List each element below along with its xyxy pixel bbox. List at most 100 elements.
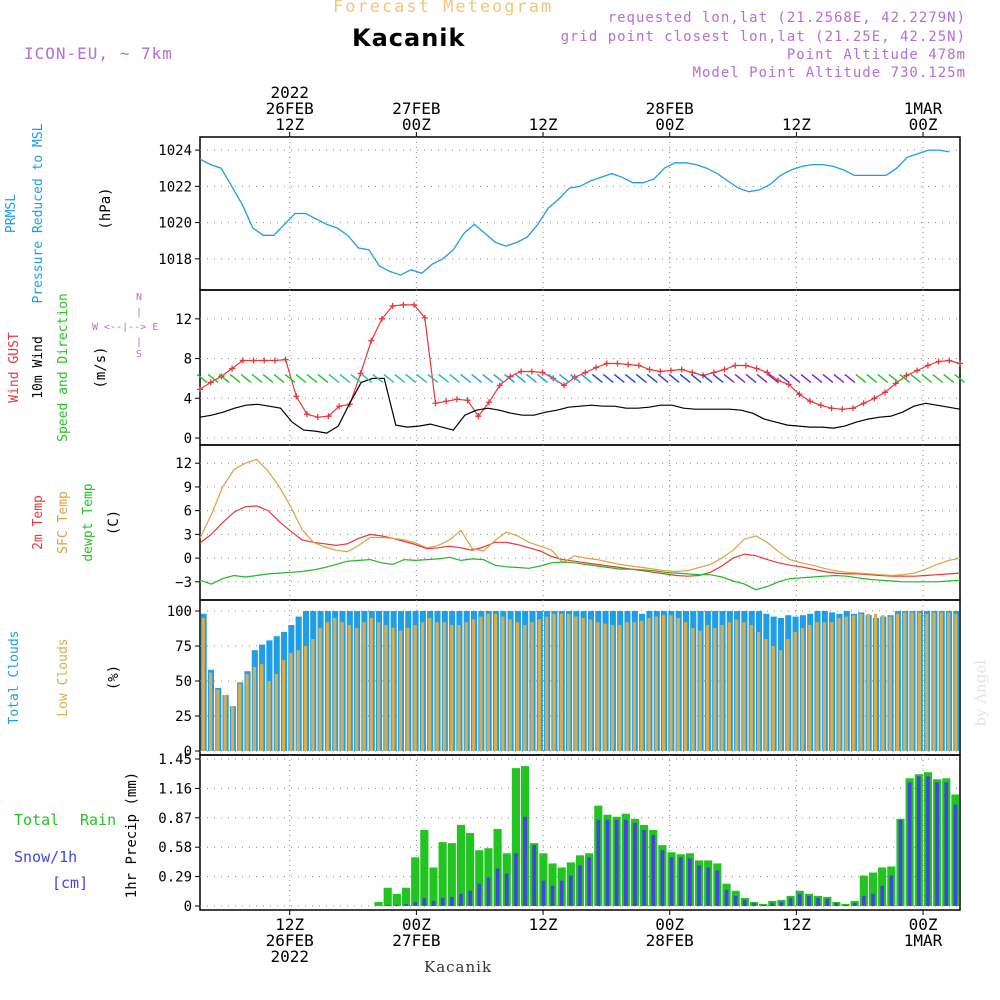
gust-marker xyxy=(239,357,246,364)
gust-marker xyxy=(421,314,428,321)
low-cloud-bar xyxy=(925,613,929,751)
gust-marker xyxy=(957,360,963,367)
gust-marker xyxy=(282,356,289,363)
wind-arrow xyxy=(954,373,966,383)
wind-arrow xyxy=(493,373,505,383)
time-label-top: 00Z xyxy=(909,115,938,134)
low-cloud-bar xyxy=(340,622,344,751)
low-cloud-bar xyxy=(559,613,563,751)
wind-arrow xyxy=(921,373,933,383)
gust-marker xyxy=(635,362,642,369)
y-tick-label: 6 xyxy=(184,504,192,520)
y-tick-label: 1018 xyxy=(158,252,192,268)
snow-bar xyxy=(495,868,500,906)
low-cloud-bar xyxy=(625,622,629,751)
wind-arrow xyxy=(262,373,274,383)
snow-bar xyxy=(395,904,399,906)
time-label-bottom: 12Z xyxy=(275,915,304,934)
rain-label-2: Rain xyxy=(80,811,116,829)
wind-arrow xyxy=(778,373,790,383)
gust-marker xyxy=(261,357,268,364)
gust-marker xyxy=(389,302,396,309)
low-cloud-bar xyxy=(903,612,907,751)
compass-line: | xyxy=(136,337,142,348)
gust-marker xyxy=(271,357,278,364)
y-tick-label: 4 xyxy=(184,391,192,407)
wind-arrow xyxy=(624,373,636,383)
y-tick-label: 12 xyxy=(175,312,192,328)
wind-arrow xyxy=(613,373,625,383)
time-label-bottom: 00Z xyxy=(909,915,938,934)
panel-frame xyxy=(199,289,961,446)
snow-bar xyxy=(825,898,830,906)
gust-marker xyxy=(368,337,375,344)
low-cloud-bar xyxy=(501,616,505,751)
gust-marker xyxy=(924,362,931,369)
gust-marker xyxy=(871,395,878,402)
panel-4: 0 0.29 0.58 0.87 1.16 1.45 xyxy=(158,752,961,915)
low-cloud-bar xyxy=(347,625,352,751)
low-cloud-bar xyxy=(267,681,271,751)
axis-label: Pressure Reduced to MSL xyxy=(31,123,46,303)
rain-bar xyxy=(438,842,447,906)
snow-bar xyxy=(871,893,875,906)
low-cloud-bar xyxy=(618,625,622,751)
low-cloud-bar xyxy=(881,615,885,751)
model-label: ICON-EU, ~ 7km xyxy=(24,44,173,63)
low-cloud-bar xyxy=(245,674,249,751)
prmsl-line xyxy=(199,149,950,276)
low-cloud-bar xyxy=(216,689,220,751)
wind-arrow xyxy=(306,373,318,383)
snow-bar xyxy=(550,885,555,906)
low-cloud-bar xyxy=(654,616,658,751)
snow-bar xyxy=(715,870,720,906)
y-tick-label: 0 xyxy=(184,744,192,760)
snow-bar xyxy=(862,895,866,906)
low-cloud-bar xyxy=(800,627,805,751)
time-label-bottom: 12Z xyxy=(529,915,558,934)
snow-bar xyxy=(523,816,527,906)
wind-arrow xyxy=(372,373,384,383)
snow-bar xyxy=(953,804,958,906)
low-cloud-bar xyxy=(859,613,863,751)
unit-label: (m/s) xyxy=(93,346,109,388)
gust-marker xyxy=(560,382,567,389)
wind-arrow xyxy=(767,373,779,383)
gust-marker xyxy=(250,357,257,364)
gust-marker xyxy=(475,413,482,420)
low-cloud-bar xyxy=(683,622,688,751)
grid-point-coordinates: grid point closest lon,lat (21.25E, 42.2… xyxy=(560,29,966,45)
low-cloud-bar xyxy=(369,618,373,751)
snow-bar xyxy=(514,853,518,906)
y-tick-label: 50 xyxy=(175,674,192,690)
wind-arrow xyxy=(646,373,658,383)
precip-axis-label: 1hr Precip (mm) xyxy=(124,772,140,898)
rain-bar xyxy=(383,887,392,906)
y-tick-label: 0 xyxy=(184,899,192,915)
snow-bar xyxy=(706,867,711,906)
gust-marker xyxy=(689,369,696,376)
y-tick-label: 75 xyxy=(175,639,192,655)
rain-label: Total xyxy=(14,811,59,829)
wind-arrow xyxy=(295,373,307,383)
snow-bar xyxy=(944,782,949,906)
snow-bar xyxy=(477,883,482,906)
snow-bar xyxy=(916,776,921,906)
snow-bar xyxy=(807,895,811,906)
gust-marker xyxy=(378,315,385,322)
rain-bar xyxy=(411,857,420,906)
wind-arrow xyxy=(569,373,581,383)
wind-arrow xyxy=(416,373,428,383)
gust-marker xyxy=(582,369,589,376)
time-label-top: 12Z xyxy=(275,115,304,134)
time-label-bottom: 00Z xyxy=(655,915,684,934)
low-cloud-bar xyxy=(545,616,549,751)
chart-title: Forecast Meteogram xyxy=(333,0,554,17)
axis-label: Speed and Direction xyxy=(56,293,71,442)
low-cloud-bar xyxy=(362,622,366,751)
gust-marker xyxy=(678,366,685,373)
snow-bar xyxy=(486,877,491,906)
axis-label: Wind GUST xyxy=(7,332,22,403)
snow-bar xyxy=(742,899,747,906)
rain-bar xyxy=(392,893,401,906)
